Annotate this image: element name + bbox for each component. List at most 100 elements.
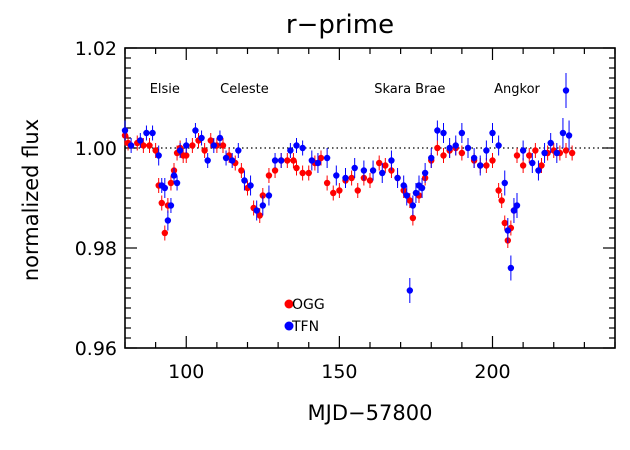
x-axis-label: MJD−57800 — [308, 401, 433, 425]
data-point — [532, 147, 539, 154]
data-point — [418, 184, 426, 192]
data-point — [137, 137, 144, 144]
data-point — [489, 129, 496, 137]
event-label: Skara Brae — [374, 82, 445, 97]
data-point — [428, 154, 435, 162]
data-point — [489, 157, 496, 164]
data-point — [317, 154, 325, 162]
data-point — [348, 174, 355, 182]
data-point — [235, 147, 242, 154]
data-point — [538, 162, 545, 169]
data-point — [173, 179, 181, 187]
data-point — [323, 179, 331, 187]
data-point — [400, 182, 407, 189]
data-point — [394, 174, 401, 182]
data-point — [336, 187, 343, 194]
data-point — [541, 149, 548, 157]
data-point — [143, 129, 150, 137]
data-point — [253, 207, 260, 214]
data-point — [440, 129, 447, 137]
data-point — [167, 202, 175, 209]
data-point — [477, 162, 484, 169]
y-tick-label: 0.96 — [75, 338, 117, 360]
data-point — [559, 129, 567, 137]
data-point — [241, 177, 248, 184]
data-point — [222, 154, 230, 162]
data-point — [464, 144, 472, 152]
chart-title: r−prime — [286, 10, 394, 40]
data-point — [308, 157, 316, 164]
data-point — [519, 147, 527, 154]
data-point — [323, 154, 331, 162]
data-point — [271, 167, 279, 174]
data-point — [176, 147, 184, 154]
data-point — [553, 149, 561, 157]
data-point — [388, 157, 395, 164]
data-point — [458, 129, 466, 137]
data-point — [458, 149, 466, 157]
data-point — [510, 207, 518, 214]
data-point — [547, 139, 554, 147]
data-point — [434, 127, 441, 134]
data-point — [201, 147, 208, 154]
legend-marker-ogg — [284, 299, 294, 309]
data-point — [495, 142, 502, 149]
x-tick-label: 200 — [474, 361, 510, 383]
data-point — [293, 142, 300, 149]
data-point — [421, 169, 429, 177]
data-point — [360, 167, 368, 174]
axes: 100 150 200 0.96 0.98 1.00 1.02 — [75, 38, 616, 383]
data-point — [351, 164, 358, 172]
data-point — [495, 187, 502, 194]
data-point — [314, 159, 322, 167]
data-point — [535, 167, 542, 174]
data-point — [161, 184, 169, 192]
data-point — [277, 157, 285, 164]
data-point — [452, 142, 459, 149]
data-point — [369, 167, 377, 174]
data-point — [271, 157, 279, 164]
data-point — [406, 197, 414, 204]
data-points — [121, 73, 576, 303]
data-point — [259, 202, 267, 209]
data-point — [305, 169, 312, 177]
data-point — [507, 264, 515, 272]
data-point — [216, 134, 224, 142]
data-point — [192, 127, 199, 134]
data-point — [183, 152, 190, 159]
data-point — [565, 132, 573, 139]
data-point — [568, 149, 576, 157]
data-point — [366, 177, 374, 184]
data-point — [293, 164, 300, 172]
data-point — [265, 172, 273, 179]
legend-marker-tfn — [284, 321, 294, 331]
legend-label-tfn: TFN — [291, 319, 319, 335]
data-point — [247, 182, 254, 189]
data-point — [299, 169, 306, 177]
data-point — [299, 144, 306, 152]
data-point — [342, 174, 349, 182]
data-point — [513, 202, 521, 209]
legend: OGG TFN — [284, 297, 325, 335]
x-tick-label: 100 — [168, 361, 204, 383]
data-point — [562, 147, 570, 154]
data-point — [434, 144, 441, 152]
data-point — [470, 154, 478, 162]
data-point — [409, 214, 417, 222]
data-point — [219, 142, 227, 149]
y-tick-label: 1.00 — [75, 138, 117, 160]
legend-label-ogg: OGG — [292, 297, 325, 313]
data-point — [333, 172, 340, 179]
data-point — [483, 147, 490, 154]
data-point — [501, 179, 508, 187]
data-point — [155, 152, 162, 159]
event-label: Elsie — [150, 82, 180, 97]
data-point — [121, 127, 129, 134]
data-point — [140, 142, 147, 149]
data-point — [290, 157, 297, 164]
data-point — [440, 152, 447, 159]
data-point — [167, 179, 175, 187]
data-point — [183, 142, 190, 149]
x-tick-label: 150 — [321, 361, 357, 383]
y-axis-label: normalized flux — [19, 119, 43, 281]
